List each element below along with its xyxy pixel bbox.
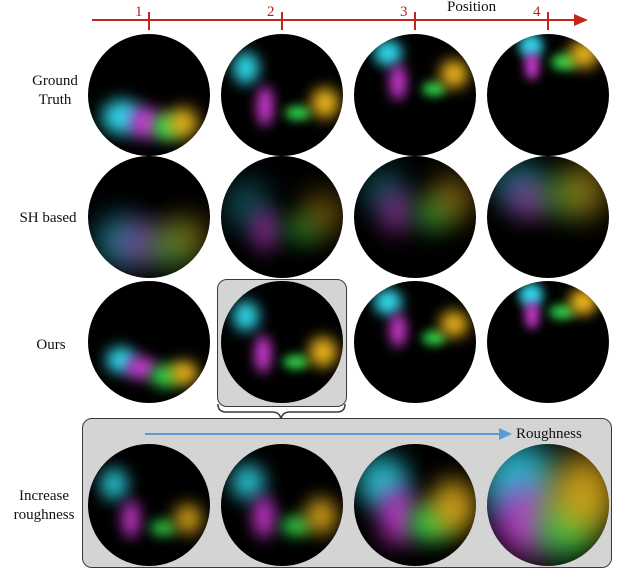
position-label-2: 2 xyxy=(267,4,275,20)
sphere-roughness-2 xyxy=(221,444,343,566)
sphere-roughness-1 xyxy=(88,444,210,566)
position-label-1: 1 xyxy=(135,4,143,20)
position-axis-arrowhead xyxy=(574,14,588,26)
sphere-ours-3 xyxy=(354,281,476,403)
sphere-sh-based-4 xyxy=(487,156,609,278)
sphere-ground-truth-2 xyxy=(221,34,343,156)
sphere-sh-based-2 xyxy=(221,156,343,278)
sphere-ground-truth-3 xyxy=(354,34,476,156)
sphere-ours-2 xyxy=(221,281,343,403)
roughness-label: Roughness xyxy=(516,426,582,442)
row-label-ours: Ours xyxy=(36,337,66,353)
sphere-sh-based-1 xyxy=(88,156,210,278)
sphere-sh-based-3 xyxy=(354,156,476,278)
sphere-ours-1 xyxy=(88,281,210,403)
position-axis-label: Position xyxy=(447,0,497,15)
row-label-increase-roughness: Increase roughness xyxy=(13,488,75,523)
row-label-ground-truth: Ground Truth xyxy=(32,73,78,108)
position-label-4: 4 xyxy=(533,4,541,20)
sphere-ground-truth-1 xyxy=(88,34,210,156)
sphere-ours-4 xyxy=(487,281,609,403)
sphere-ground-truth-4 xyxy=(487,34,609,156)
row-label-sh-based: SH based xyxy=(19,210,77,226)
position-label-3: 3 xyxy=(400,4,408,20)
sphere-roughness-3 xyxy=(354,444,476,566)
sphere-roughness-4 xyxy=(487,444,609,566)
